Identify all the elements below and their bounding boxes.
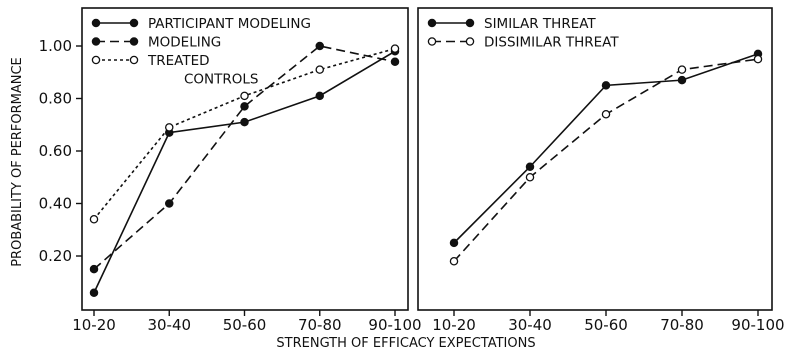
- legend-marker-left-2: [91, 55, 101, 65]
- legend-marker-right-1: [465, 37, 475, 46]
- data-point-left-2: [164, 123, 174, 132]
- y-tick-label: 1.00: [39, 37, 72, 55]
- x-tick-label: 10-20: [432, 316, 476, 334]
- x-tick-label: 50-60: [584, 316, 628, 334]
- legend-marker-right-0: [427, 18, 437, 28]
- data-point-left-1: [240, 102, 249, 111]
- data-point-right-1: [449, 256, 459, 266]
- legend-marker-left-2: [129, 55, 139, 65]
- panel-frame-left: [81, 7, 409, 311]
- data-point-right-1: [753, 54, 763, 64]
- data-point-left-1: [315, 41, 324, 51]
- data-point-right-0: [525, 162, 535, 171]
- data-point-right-0: [449, 238, 459, 248]
- x-tick-label: 90-100: [368, 316, 421, 334]
- x-tick-label: 70-80: [660, 316, 704, 334]
- legend-label: TREATED: [147, 53, 210, 69]
- x-tick-label: 90-100: [731, 316, 784, 334]
- data-point-right-0: [677, 75, 687, 85]
- y-axis-title: PROBABILITY OF PERFORMANCE: [10, 57, 25, 267]
- legend-marker-left-1: [91, 37, 101, 46]
- x-tick-label: 30-40: [508, 316, 552, 334]
- data-point-left-2: [315, 65, 324, 74]
- y-tick-label: 0.20: [39, 247, 72, 265]
- legend-label: DISSIMILAR THREAT: [484, 35, 619, 51]
- x-tick-label: 70-80: [298, 316, 342, 334]
- legend-marker-left-1: [129, 37, 139, 46]
- data-point-left-1: [390, 57, 400, 67]
- data-point-left-0: [89, 288, 99, 297]
- panel-frame-right: [417, 7, 773, 311]
- x-axis-title: STRENGTH OF EFFICACY EXPECTATIONS: [276, 336, 535, 351]
- legend-label: MODELING: [148, 35, 221, 51]
- data-point-right-1: [677, 65, 687, 74]
- legend-marker-right-1: [427, 37, 437, 46]
- legend-marker-right-0: [465, 18, 475, 28]
- data-point-left-1: [89, 264, 99, 274]
- legend-label: CONTROLS: [184, 72, 259, 88]
- series-line-left-1: [93, 45, 396, 270]
- x-tick-label: 10-20: [72, 316, 116, 334]
- y-tick-label: 0.40: [39, 195, 72, 213]
- data-point-left-2: [390, 44, 400, 53]
- data-point-right-1: [525, 172, 535, 182]
- data-point-left-0: [315, 91, 324, 101]
- data-point-left-2: [89, 214, 99, 224]
- y-tick-label: 0.80: [39, 90, 72, 108]
- data-point-right-0: [601, 81, 611, 90]
- legend-label: SIMILAR THREAT: [484, 16, 596, 32]
- data-point-left-2: [240, 91, 249, 101]
- y-tick-label: 0.60: [39, 142, 72, 160]
- data-point-left-0: [240, 117, 249, 127]
- data-point-left-1: [164, 199, 174, 208]
- legend-label: PARTICIPANT MODELING: [148, 16, 311, 32]
- legend-marker-left-0: [129, 18, 139, 28]
- data-point-right-1: [601, 110, 611, 119]
- legend-marker-left-0: [91, 18, 101, 28]
- x-tick-label: 30-40: [147, 316, 191, 334]
- x-tick-label: 50-60: [223, 316, 267, 334]
